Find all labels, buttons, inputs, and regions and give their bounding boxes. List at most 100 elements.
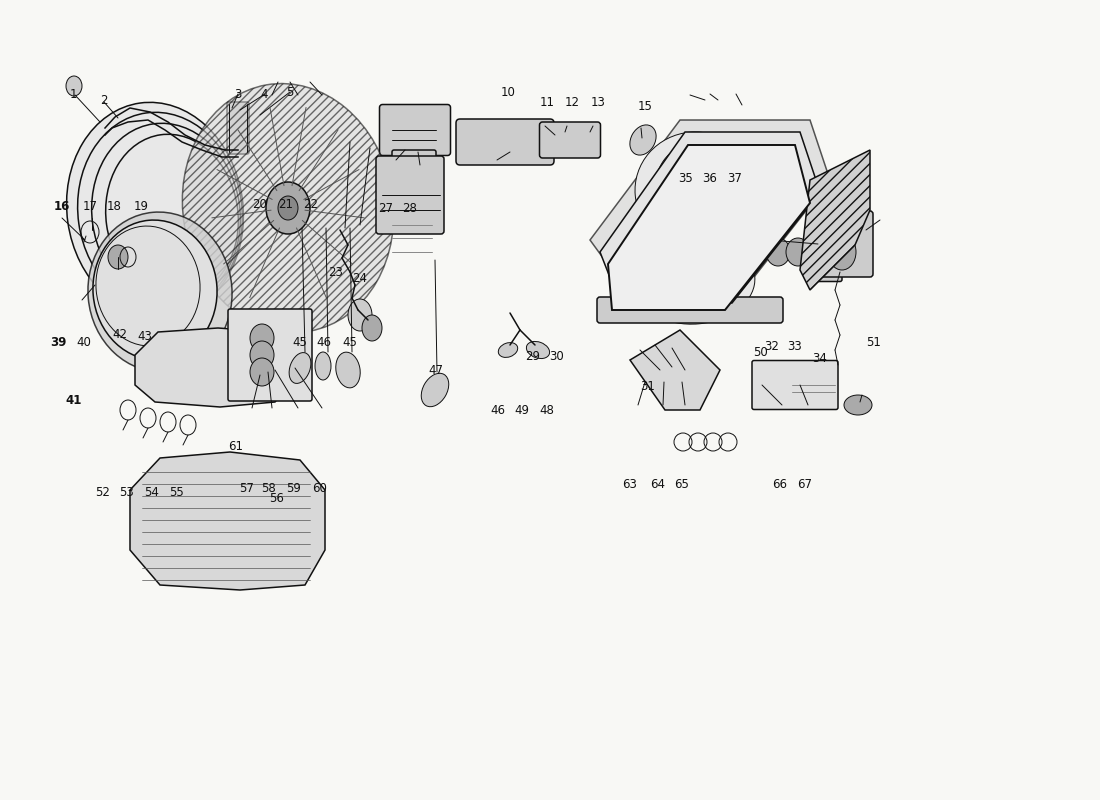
Text: 37: 37	[727, 173, 742, 186]
Text: 15: 15	[638, 99, 652, 113]
Polygon shape	[135, 328, 292, 407]
Polygon shape	[608, 145, 810, 310]
Text: 67: 67	[798, 478, 813, 491]
Ellipse shape	[250, 341, 274, 369]
Text: 64: 64	[650, 478, 666, 491]
Text: 58: 58	[261, 482, 275, 494]
Text: 43: 43	[138, 330, 153, 342]
Ellipse shape	[716, 143, 744, 171]
Text: 66: 66	[772, 478, 788, 491]
Polygon shape	[630, 330, 720, 410]
Text: 19: 19	[133, 199, 148, 213]
Text: 35: 35	[679, 173, 693, 186]
FancyBboxPatch shape	[752, 361, 838, 410]
Text: 42: 42	[112, 327, 128, 341]
Ellipse shape	[362, 315, 382, 341]
Ellipse shape	[278, 196, 298, 220]
Text: 20: 20	[253, 198, 267, 211]
Ellipse shape	[828, 234, 856, 270]
FancyBboxPatch shape	[227, 102, 249, 154]
Text: 10: 10	[500, 86, 516, 99]
Text: 50: 50	[752, 346, 768, 358]
Ellipse shape	[527, 342, 550, 358]
Text: 21: 21	[278, 198, 294, 211]
Ellipse shape	[67, 102, 243, 318]
Text: 41: 41	[66, 394, 82, 406]
Text: 12: 12	[564, 95, 580, 109]
Ellipse shape	[92, 220, 217, 360]
Ellipse shape	[498, 342, 518, 358]
Text: 22: 22	[304, 198, 319, 211]
FancyBboxPatch shape	[379, 105, 451, 155]
Text: 65: 65	[674, 478, 690, 491]
Text: 48: 48	[540, 403, 554, 417]
Ellipse shape	[108, 245, 128, 269]
Text: 24: 24	[352, 273, 367, 286]
Text: 55: 55	[169, 486, 185, 498]
Text: 29: 29	[526, 350, 540, 362]
Ellipse shape	[183, 83, 394, 333]
Ellipse shape	[66, 76, 82, 96]
Ellipse shape	[421, 374, 449, 406]
Text: 45: 45	[342, 337, 358, 350]
Text: 54: 54	[144, 486, 159, 498]
Text: 60: 60	[312, 482, 328, 494]
Text: 52: 52	[96, 486, 110, 498]
FancyBboxPatch shape	[376, 156, 444, 234]
Text: 4: 4	[261, 87, 267, 101]
Text: 46: 46	[317, 337, 331, 350]
Ellipse shape	[315, 352, 331, 380]
Ellipse shape	[88, 212, 232, 372]
Text: 18: 18	[107, 199, 121, 213]
Text: 2: 2	[100, 94, 108, 106]
Text: 32: 32	[764, 339, 780, 353]
Ellipse shape	[635, 240, 755, 324]
Polygon shape	[130, 452, 324, 590]
Text: 59: 59	[287, 482, 301, 494]
Ellipse shape	[635, 132, 755, 248]
Polygon shape	[800, 150, 870, 290]
Text: 63: 63	[623, 478, 637, 491]
Text: 5: 5	[286, 86, 294, 98]
Text: 36: 36	[703, 173, 717, 186]
FancyBboxPatch shape	[228, 309, 312, 401]
Text: 53: 53	[120, 486, 134, 498]
FancyBboxPatch shape	[392, 150, 436, 174]
Text: 46: 46	[491, 403, 506, 417]
Text: 28: 28	[403, 202, 417, 215]
Text: 34: 34	[813, 351, 827, 365]
Ellipse shape	[844, 395, 872, 415]
Ellipse shape	[112, 110, 167, 140]
Text: 61: 61	[229, 439, 243, 453]
FancyBboxPatch shape	[597, 297, 783, 323]
Ellipse shape	[250, 358, 274, 386]
Ellipse shape	[635, 187, 755, 283]
Text: 31: 31	[640, 379, 656, 393]
Ellipse shape	[138, 117, 192, 147]
Text: 49: 49	[515, 403, 529, 417]
Ellipse shape	[289, 353, 311, 383]
Ellipse shape	[266, 182, 310, 234]
Ellipse shape	[630, 125, 656, 155]
Text: 57: 57	[240, 482, 254, 494]
Text: 39: 39	[50, 335, 66, 349]
Ellipse shape	[161, 125, 216, 155]
Polygon shape	[590, 120, 830, 295]
FancyBboxPatch shape	[815, 211, 873, 277]
Text: 17: 17	[82, 199, 98, 213]
Ellipse shape	[336, 352, 360, 388]
Text: 45: 45	[293, 337, 307, 350]
Text: 1: 1	[69, 87, 77, 101]
Text: 47: 47	[429, 363, 443, 377]
Ellipse shape	[766, 238, 790, 266]
Text: 13: 13	[591, 95, 605, 109]
Text: 56: 56	[270, 491, 285, 505]
Text: 30: 30	[550, 350, 564, 362]
Text: 40: 40	[77, 335, 91, 349]
FancyBboxPatch shape	[810, 242, 842, 282]
Ellipse shape	[786, 238, 810, 266]
Text: 11: 11	[539, 95, 554, 109]
FancyBboxPatch shape	[539, 122, 601, 158]
Text: 16: 16	[54, 199, 70, 213]
Ellipse shape	[724, 151, 736, 163]
